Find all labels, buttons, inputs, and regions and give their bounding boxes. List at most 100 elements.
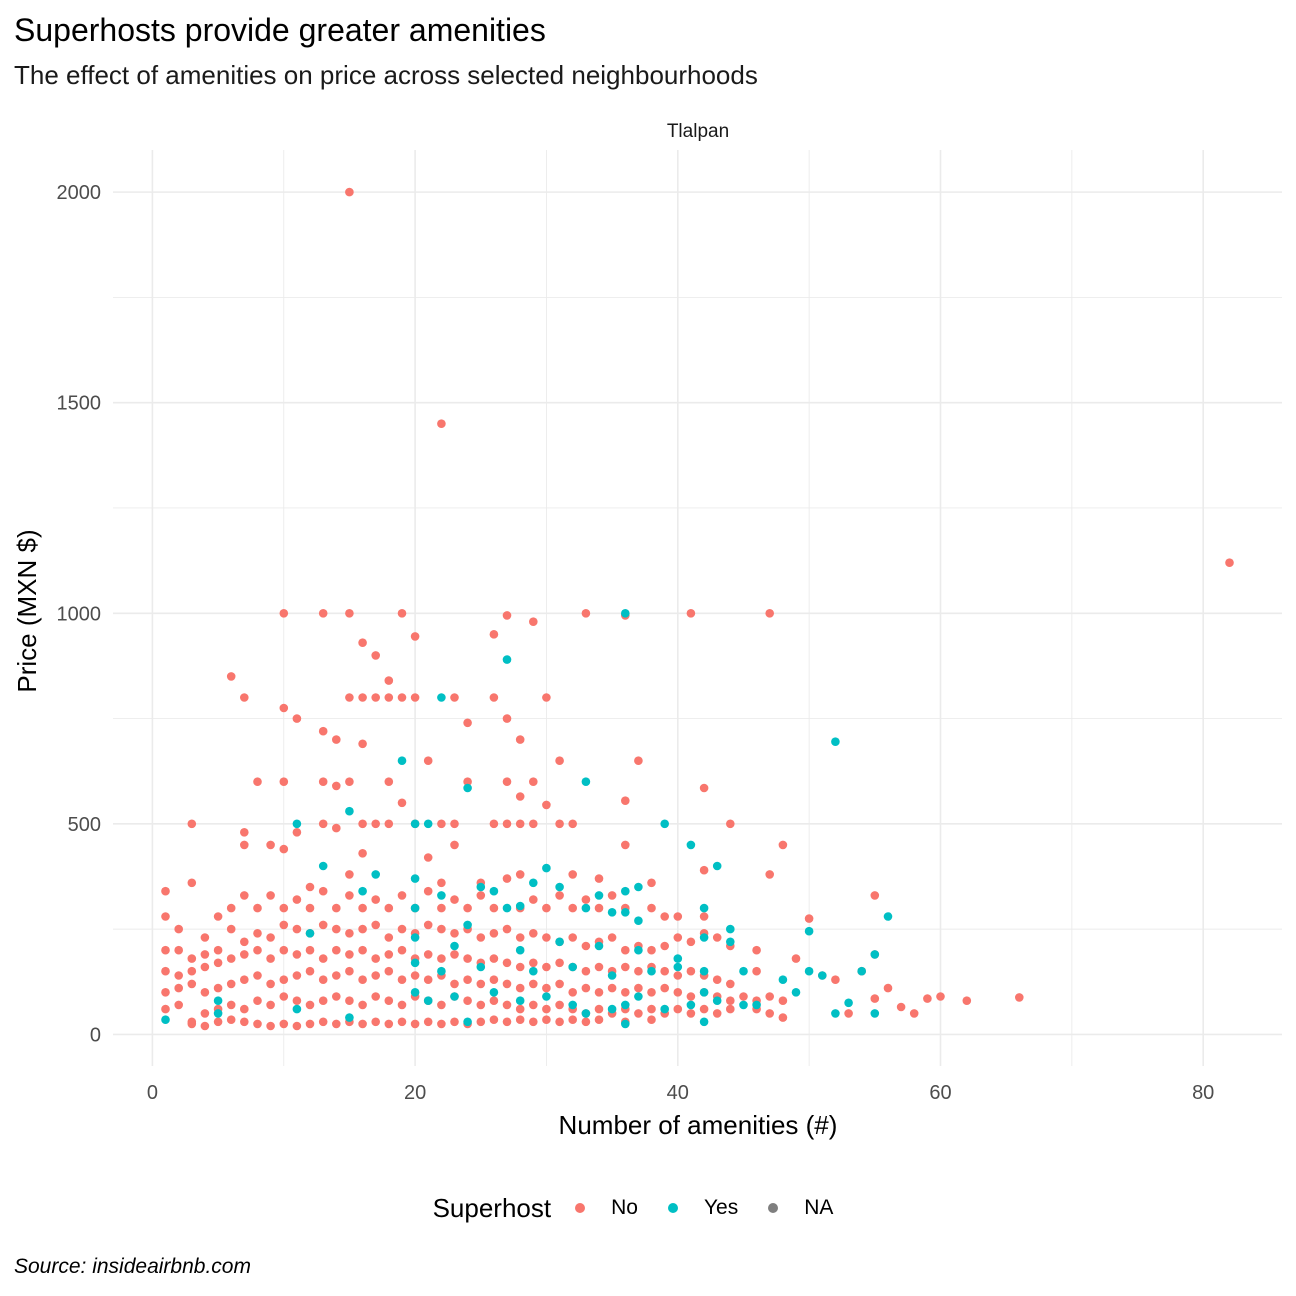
data-point-no [870,891,880,900]
data-point-no [305,903,315,913]
data-point-no [318,1017,328,1027]
data-point-no [397,1000,407,1010]
data-point-yes [607,971,617,980]
data-point-yes [463,920,472,930]
data-point-no [450,929,459,938]
data-point-no [332,823,341,833]
data-point-no [253,996,262,1005]
data-point-no [213,945,223,955]
data-point-no [253,945,262,955]
data-point-no [266,933,275,942]
data-point-no [345,870,354,879]
data-point-no [502,1017,512,1027]
data-point-no [437,1000,446,1010]
data-point-no [594,1004,604,1014]
data-point-no [529,979,538,989]
data-point-no [240,693,249,702]
data-point-no [621,945,630,955]
data-point-no [253,929,262,938]
data-point-yes [634,992,643,1001]
data-point-no [266,891,275,900]
y-tick-labels: 0 500 1000 1500 2000 [57,182,102,1046]
data-point-yes [831,1009,840,1018]
data-point-no [397,975,407,984]
data-point-no [240,828,249,837]
data-point-no [712,975,722,984]
data-point-no [371,1017,381,1027]
data-point-no [896,1002,906,1012]
data-point-yes [699,988,709,997]
y-axis-title: Price (MXN $) [12,529,42,692]
data-point-no [240,1004,249,1014]
data-point-no [266,840,275,850]
data-point-no [515,1004,525,1014]
data-point-no [463,975,472,984]
data-point-no [647,1004,656,1014]
data-point-no [161,912,170,921]
data-point-yes [423,996,433,1005]
data-point-no [332,735,341,744]
data-point-no [726,1004,735,1014]
data-point-no [778,1013,788,1022]
data-point-no [529,819,538,829]
data-point-no [607,891,617,900]
data-point-no [226,924,236,934]
legend: Superhost No Yes NA [0,1186,1296,1230]
data-point-no [174,945,183,955]
legend-label-no: No [611,1196,638,1219]
data-point-yes [594,941,604,951]
data-point-no [568,933,577,942]
data-point-no [489,975,499,984]
legend-label-na: NA [804,1196,834,1219]
data-point-no [594,962,604,972]
data-point-no [292,996,302,1005]
data-point-no [318,819,328,829]
data-point-no [699,1004,709,1014]
data-point-no [358,1019,367,1029]
data-point-yes [345,1013,354,1022]
data-point-no [450,693,459,702]
data-point-no [200,962,210,972]
data-point-no [621,962,630,972]
data-point-no [266,1000,275,1010]
y-tick-label: 500 [68,814,101,836]
data-point-no [358,975,367,984]
data-point-yes [397,756,407,765]
legend-item-yes: Yes [667,1196,738,1220]
data-point-no [345,929,354,938]
data-point-no [529,777,538,786]
data-point-no [1225,558,1234,567]
data-point-yes [726,924,735,934]
data-point-no [450,840,459,850]
data-point-no [502,958,512,968]
data-point-yes [607,1004,617,1014]
y-tick-label: 2000 [57,182,102,204]
data-point-no [423,756,433,765]
data-point-no [213,1017,223,1027]
data-point-no [345,950,354,959]
data-point-no [555,756,564,765]
data-point-yes [213,1009,223,1018]
data-point-no [726,819,735,829]
data-point-no [502,1000,512,1010]
data-point-no [686,1009,696,1018]
data-point-no [634,756,643,765]
data-point-no [240,937,249,947]
data-point-no [200,933,210,942]
data-point-no [660,966,669,976]
data-point-no [502,819,512,829]
data-point-no [358,693,367,702]
data-point-yes [542,992,551,1001]
data-point-no [870,994,880,1003]
y-tick-label: 1000 [57,603,102,625]
data-point-no [292,971,302,980]
y-tick-label: 1500 [57,393,102,415]
data-point-yes [870,1009,880,1018]
data-point-no [371,971,381,980]
data-point-no [384,819,394,829]
data-point-no [240,1017,249,1027]
data-point-no [226,903,236,913]
data-point-no [581,941,591,951]
data-point-yes [581,903,591,913]
legend-title: Superhost [432,1192,552,1223]
